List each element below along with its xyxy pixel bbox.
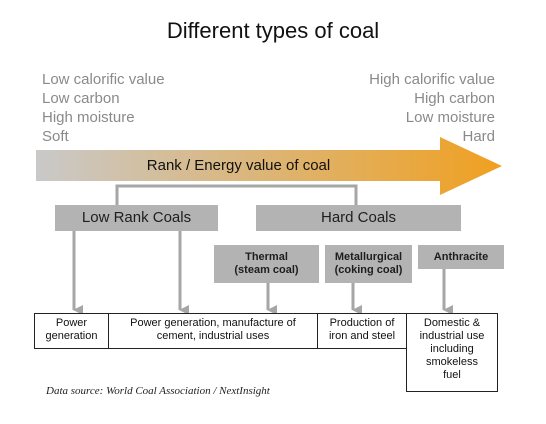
use-power-generation: Power generation (34, 313, 109, 349)
metallurgical-sublabel: (coking coal) (334, 264, 403, 276)
low-rank-coals-box: Low Rank Coals (55, 205, 218, 231)
property-low-calorific: Low calorific value (42, 71, 165, 88)
use-line: fuel (443, 369, 461, 381)
use-line: Production of (329, 317, 395, 329)
high-rank-properties: High calorific value High carbon Low moi… (369, 70, 495, 146)
metallurgical-coal-box: Metallurgical (coking coal) (325, 245, 412, 283)
use-line: Power generation, manufacture of (130, 317, 296, 329)
use-line: generation (45, 330, 98, 342)
use-line: cement, industrial uses (156, 330, 270, 342)
use-power-manufacture-industrial: Power generation, manufacture of cement,… (108, 313, 318, 349)
property-high-carbon: High carbon (414, 90, 495, 107)
use-line: including (430, 343, 474, 355)
use-line: Domestic & (423, 317, 481, 329)
property-high-calorific: High calorific value (369, 71, 495, 88)
property-high-moisture: High moisture (42, 109, 135, 126)
use-line: industrial use (419, 330, 485, 342)
property-soft: Soft (42, 128, 69, 145)
use-line: Power (55, 317, 88, 329)
rank-arrow (36, 137, 502, 195)
use-line: iron and steel (328, 330, 396, 342)
branch-connector (115, 184, 358, 205)
low-rank-properties: Low calorific value Low carbon High mois… (42, 70, 165, 146)
anthracite-label: Anthracite (433, 250, 489, 263)
rank-arrow-label: Rank / Energy value of coal (146, 157, 331, 174)
use-line: smokeless (426, 356, 478, 368)
use-domestic-industrial: Domestic & industrial use including smok… (406, 313, 498, 392)
anthracite-box: Anthracite (418, 245, 504, 269)
hard-coals-box: Hard Coals (256, 205, 461, 231)
diagram-title: Different types of coal (166, 18, 380, 43)
data-source-note: Data source: World Coal Association / Ne… (46, 385, 270, 397)
property-low-carbon: Low carbon (42, 90, 120, 107)
property-low-moisture: Low moisture (405, 109, 495, 126)
property-hard: Hard (462, 128, 495, 145)
metallurgical-label: Metallurgical (334, 251, 403, 263)
thermal-sublabel: (steam coal) (234, 264, 299, 276)
thermal-coal-box: Thermal (steam coal) (214, 245, 319, 283)
use-iron-steel: Production of iron and steel (317, 313, 407, 349)
thermal-label: Thermal (245, 251, 288, 263)
